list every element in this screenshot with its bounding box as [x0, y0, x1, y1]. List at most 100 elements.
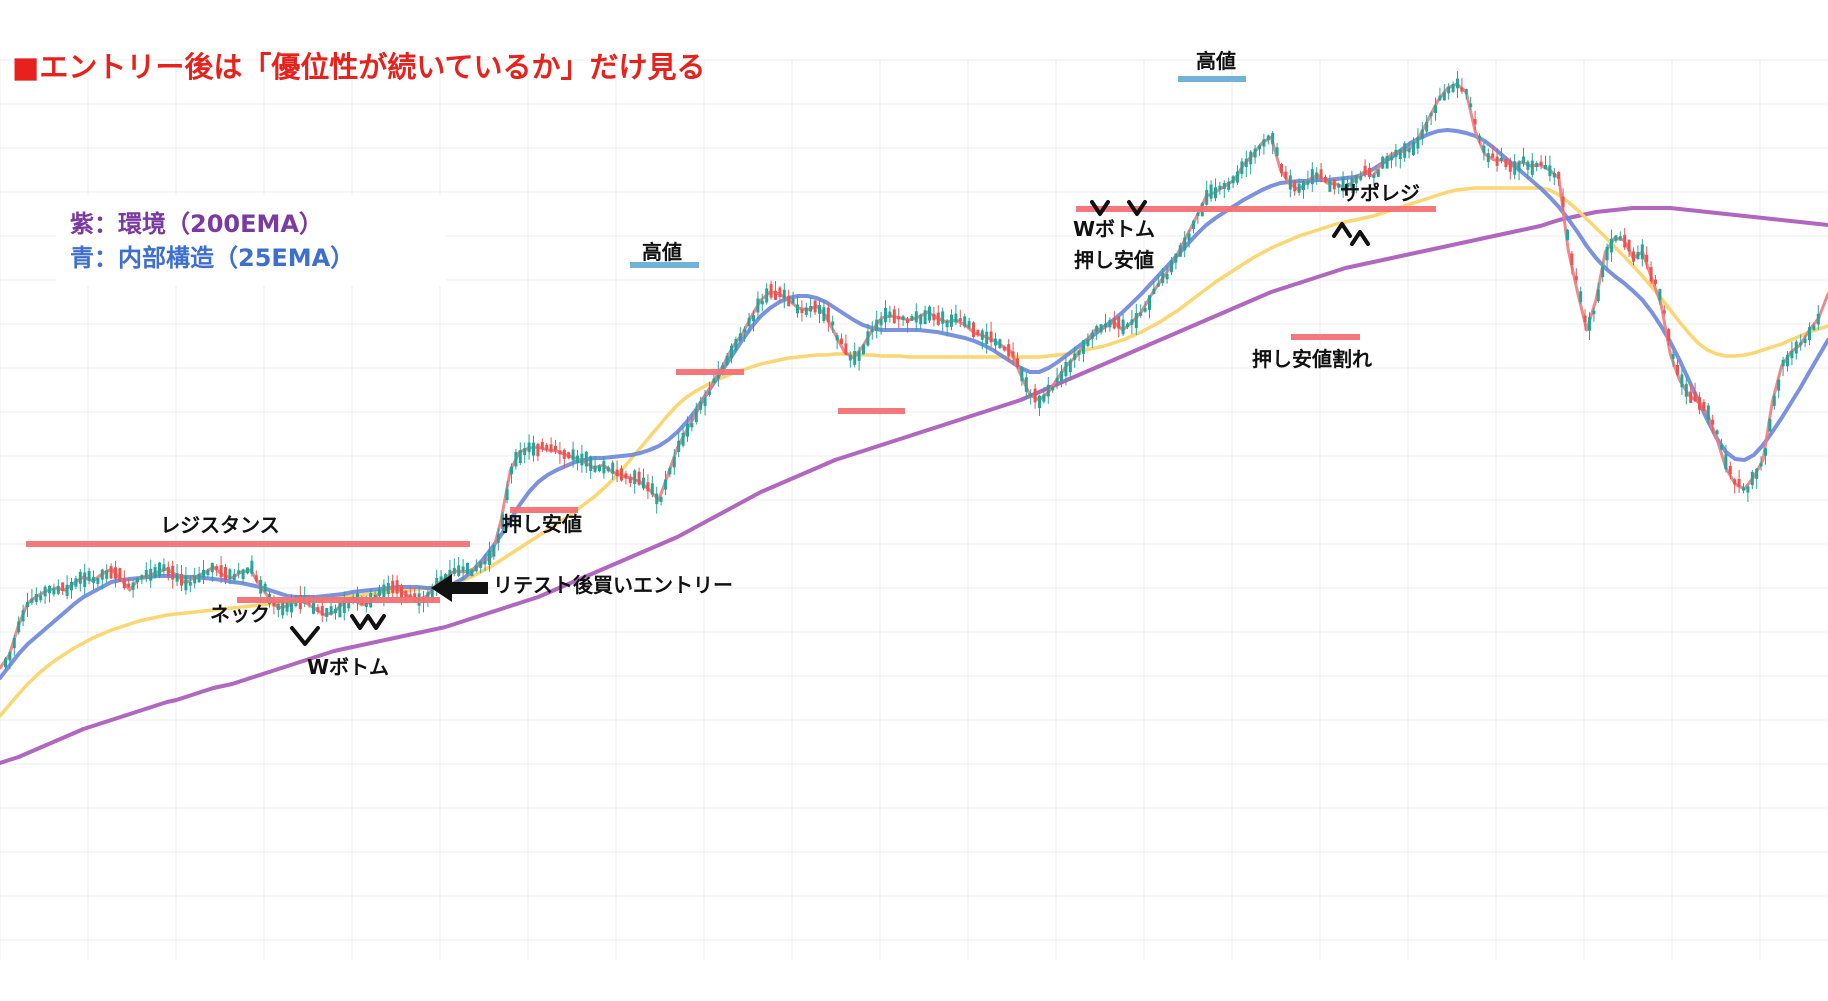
candle-body: [1104, 323, 1107, 327]
candle-body: [901, 316, 905, 320]
candlesticks: [4, 71, 1820, 670]
candle-body: [1698, 397, 1701, 410]
candle-body: [210, 562, 214, 573]
candle-body: [122, 578, 126, 589]
candle-body: [1724, 454, 1728, 470]
candle-body: [1561, 196, 1565, 208]
candle-body: [549, 444, 553, 452]
candle-body: [1068, 360, 1072, 373]
candle-body: [963, 316, 967, 327]
candle-body: [1689, 391, 1693, 403]
annotation-labels: レジスタンスネックWボトムリテスト後買いエントリー押し安値高値高値Wボトム押し安…: [160, 49, 1420, 679]
candle-body: [87, 571, 91, 581]
candle-body: [752, 315, 755, 322]
candle-body: [809, 305, 813, 312]
annotation-w-bottom-1: Wボトム: [307, 655, 389, 679]
candle-body: [175, 573, 179, 582]
candle-body: [1328, 180, 1332, 192]
candle-body: [1526, 161, 1530, 170]
candle-body: [1478, 135, 1481, 139]
candle-body: [1192, 220, 1195, 229]
candle-body: [184, 575, 188, 591]
candle-body: [985, 331, 989, 344]
candle-body: [1513, 161, 1517, 175]
candle-body: [263, 583, 267, 592]
candle-body: [668, 467, 672, 475]
candle-body: [180, 574, 183, 586]
candle-body: [540, 442, 544, 450]
candle-body: [228, 569, 232, 580]
candle-body: [404, 590, 408, 600]
candle-body: [1482, 145, 1486, 153]
candle-body: [1341, 177, 1345, 192]
candle-body: [272, 601, 276, 607]
candle-body: [584, 451, 588, 467]
candle-body: [760, 300, 764, 305]
candle-body: [857, 350, 861, 361]
candle-body: [1605, 247, 1609, 261]
candle-body: [826, 307, 830, 323]
candle-body: [92, 577, 95, 583]
candle-body: [672, 456, 676, 468]
candle-body: [1350, 178, 1354, 189]
candle-body: [237, 570, 241, 574]
candle-body: [83, 572, 87, 588]
candle-body: [1636, 252, 1640, 259]
annotation-arrows: [290, 200, 1370, 646]
annotation-high-1: 高値: [642, 240, 682, 264]
candle-body: [1781, 359, 1785, 367]
candle-body: [677, 440, 681, 452]
candle-body: [699, 401, 703, 410]
candle-body: [1359, 176, 1363, 180]
candle-body: [1324, 177, 1327, 182]
candle-body: [1064, 362, 1068, 377]
annotation-support-resistance-flip: サポレジ: [1340, 181, 1420, 205]
candle-body: [756, 298, 760, 313]
candle-body: [1332, 179, 1336, 190]
candle-body: [474, 565, 478, 572]
candle-body: [1240, 161, 1244, 174]
candle-body: [906, 319, 909, 324]
candle-body: [290, 599, 293, 613]
candle-body: [554, 445, 557, 451]
candle-body: [483, 560, 487, 565]
candle-body: [1020, 367, 1024, 382]
candle-body: [1570, 253, 1574, 265]
candle-body: [131, 582, 135, 590]
candle-body: [606, 467, 610, 472]
moving-average-lines: [0, 82, 1828, 765]
candle-body: [188, 581, 192, 586]
candle-body: [162, 564, 166, 571]
candle-body: [1750, 472, 1754, 486]
legend-ema200: 紫：環境（200EMA）: [70, 210, 323, 238]
candle-body: [1209, 184, 1213, 199]
candle-body: [1046, 384, 1050, 397]
candle-body: [1222, 182, 1226, 189]
candle-body: [1764, 448, 1767, 456]
candle-body: [743, 328, 747, 333]
candle-body: [1420, 129, 1424, 139]
candle-body: [12, 638, 16, 649]
candle-body: [611, 462, 615, 474]
candle-body: [1381, 156, 1385, 169]
candle-body: [312, 601, 315, 614]
candle-body: [1060, 371, 1063, 382]
candle-body: [21, 610, 25, 622]
candle-body: [1354, 175, 1358, 184]
candle-body: [1376, 169, 1380, 177]
candle-body: [1271, 133, 1275, 145]
candle-body: [919, 314, 923, 325]
candle-body: [1205, 189, 1209, 205]
candle-body: [822, 307, 826, 321]
candle-body: [1680, 374, 1684, 388]
candle-body: [958, 318, 962, 322]
candle-body: [1011, 351, 1015, 357]
candle-body: [708, 391, 711, 395]
candle-body: [1552, 173, 1556, 178]
candle-body: [1082, 340, 1085, 354]
candle-body: [400, 585, 403, 598]
candle-body: [74, 578, 78, 587]
candle-body: [1121, 319, 1125, 335]
candle-body: [954, 313, 958, 323]
candle-body: [1319, 169, 1323, 179]
